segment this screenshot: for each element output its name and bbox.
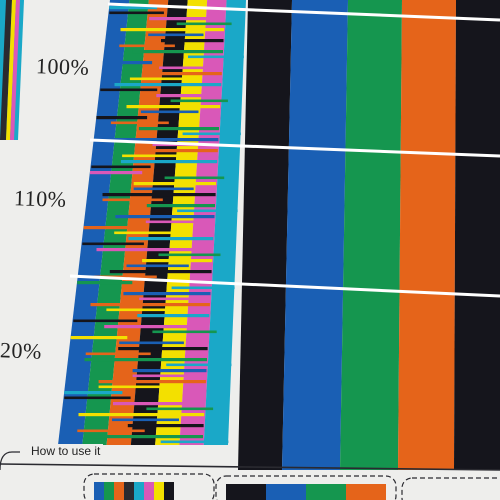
stripe-bar xyxy=(142,259,213,263)
stripe-bar xyxy=(146,407,214,411)
stripe-bar xyxy=(126,105,221,109)
stripe-bar xyxy=(176,22,232,26)
scale-label-120: 20% xyxy=(0,337,43,364)
stripe-column xyxy=(82,0,149,445)
stripe-bar xyxy=(140,110,199,114)
stripe-bar xyxy=(102,193,216,197)
stripe-bar xyxy=(70,336,128,340)
stripe-bar xyxy=(138,127,219,131)
stripe-bar xyxy=(139,297,203,301)
stripe-bar xyxy=(83,226,138,230)
stripe-bar xyxy=(119,44,175,48)
scale-label-110: 110% xyxy=(13,185,67,212)
stripe-bar xyxy=(132,374,199,378)
stripe-bar xyxy=(93,435,203,439)
stripe-bar xyxy=(182,132,241,136)
stripe-bar xyxy=(90,303,210,307)
stripe-bar xyxy=(82,242,144,246)
stripe-pattern-block xyxy=(58,0,246,445)
stripe-bar xyxy=(94,275,157,279)
stripe-bar xyxy=(126,264,189,268)
black-column xyxy=(238,0,292,470)
stripe-bar xyxy=(145,220,207,224)
stripe-bar xyxy=(148,33,204,37)
stripe-bar xyxy=(102,61,153,65)
stripe-bar xyxy=(132,369,207,373)
stripe-bar xyxy=(109,6,158,10)
stripe-bar xyxy=(119,341,184,345)
stripe-bar xyxy=(78,413,205,417)
stripe-bar xyxy=(84,358,207,362)
stripe-bar xyxy=(100,88,158,92)
stripe-bar xyxy=(166,363,232,367)
stripe-bar xyxy=(109,11,164,15)
stripe-bar xyxy=(108,138,219,142)
stripe-bar xyxy=(98,380,206,384)
blue-column xyxy=(282,0,348,470)
stripe-bar xyxy=(149,17,225,21)
stripe-bar xyxy=(188,55,244,59)
stripe-bar xyxy=(90,171,143,175)
stripe-bar xyxy=(96,116,148,120)
stripe-bar xyxy=(77,429,145,433)
stripe-bar xyxy=(64,396,131,400)
stripe-bar xyxy=(120,28,225,32)
green-column xyxy=(340,0,402,470)
stripe-bar xyxy=(160,440,229,444)
how-to-panel xyxy=(0,451,500,500)
stripe-bar xyxy=(159,66,216,70)
stripe-bar xyxy=(164,176,225,180)
stripe-bar xyxy=(109,270,212,274)
stripe-column xyxy=(58,0,130,445)
stripe-bar xyxy=(123,292,211,296)
stripe-bar xyxy=(113,402,205,406)
stripe-bar xyxy=(158,253,221,257)
stripe-bar xyxy=(133,187,194,191)
stripe-bar xyxy=(77,281,133,285)
stripe-bar xyxy=(144,72,222,76)
stripe-bar xyxy=(128,237,214,241)
stripe-bar xyxy=(110,121,169,125)
solid-color-columns xyxy=(238,0,500,470)
stripe-column xyxy=(203,0,246,445)
stripe-bar xyxy=(152,330,217,334)
stripe-bar xyxy=(114,231,176,235)
stripe-bar xyxy=(161,39,224,43)
stripe-bar xyxy=(177,209,238,213)
orange-column xyxy=(398,0,456,470)
stripe-bar xyxy=(85,352,151,356)
stripe-bar xyxy=(120,160,218,164)
stripe-bar xyxy=(132,50,223,54)
stripe-bar xyxy=(146,204,215,208)
stripe-bar xyxy=(73,319,138,323)
stripe-bar xyxy=(156,94,221,98)
stripe-bar xyxy=(112,418,179,422)
scale-label-100: 100% xyxy=(35,53,90,80)
stripe-bar xyxy=(127,424,204,428)
section-separators xyxy=(69,2,500,298)
stripe-bar xyxy=(129,77,187,81)
black-column-right xyxy=(454,0,500,470)
stripe-bar xyxy=(118,347,208,351)
stripe-bar xyxy=(171,286,235,290)
stripe-bar xyxy=(104,325,209,329)
stripe-bar xyxy=(151,149,218,153)
stripe-bar xyxy=(96,248,213,252)
left-edge-guide-stripes xyxy=(0,0,24,140)
stripe-bar xyxy=(137,314,210,318)
stripe-bar xyxy=(98,385,165,389)
stripe-bar xyxy=(64,391,123,395)
stripe-bar xyxy=(122,154,182,158)
how-to-use-heading: How to use it xyxy=(28,444,104,458)
stripe-bar xyxy=(91,165,151,169)
stripe-bar xyxy=(114,83,222,87)
stripe-bar xyxy=(170,99,228,103)
stripe-bar xyxy=(115,215,215,219)
stripe-bar xyxy=(102,198,163,202)
stripe-bar xyxy=(133,182,217,186)
stripe-bar xyxy=(106,308,171,312)
